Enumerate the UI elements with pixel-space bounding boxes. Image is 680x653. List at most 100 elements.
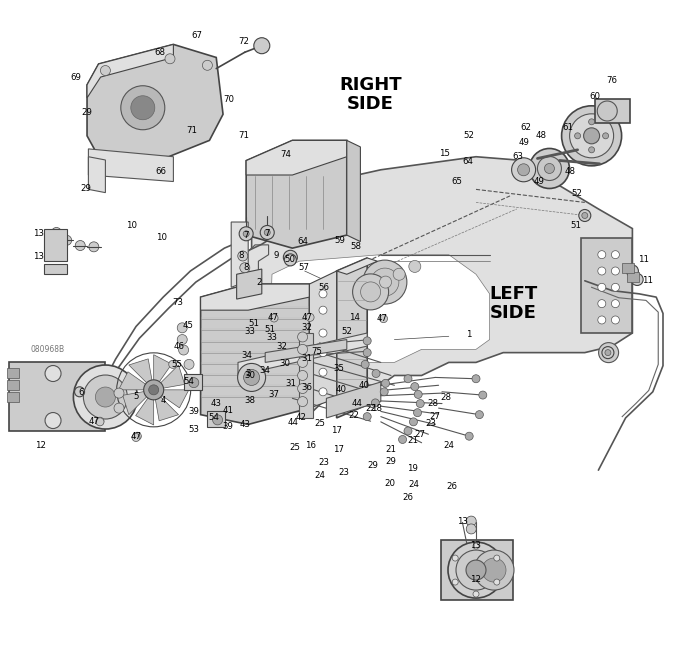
- Circle shape: [243, 231, 249, 237]
- Text: 13: 13: [33, 229, 44, 238]
- Bar: [7, 392, 19, 402]
- Circle shape: [604, 347, 613, 358]
- Polygon shape: [87, 44, 223, 157]
- Text: 47: 47: [377, 314, 388, 323]
- Text: 13: 13: [471, 541, 481, 550]
- Polygon shape: [155, 396, 179, 421]
- Circle shape: [298, 396, 307, 407]
- Circle shape: [379, 276, 392, 288]
- Text: 40: 40: [359, 381, 370, 390]
- Text: 42: 42: [296, 413, 307, 422]
- Text: 69: 69: [71, 72, 82, 82]
- Text: 17: 17: [333, 445, 344, 454]
- Polygon shape: [326, 382, 381, 418]
- Circle shape: [179, 345, 188, 355]
- Text: 23: 23: [339, 468, 350, 477]
- Text: 51: 51: [265, 325, 275, 334]
- Circle shape: [52, 227, 61, 238]
- Circle shape: [597, 101, 617, 121]
- Circle shape: [169, 360, 177, 368]
- Circle shape: [413, 409, 422, 417]
- Polygon shape: [9, 362, 105, 431]
- Circle shape: [602, 133, 609, 139]
- Text: 58: 58: [351, 242, 362, 251]
- Polygon shape: [237, 269, 262, 299]
- Circle shape: [562, 106, 622, 166]
- Text: 55: 55: [171, 360, 182, 369]
- Text: 24: 24: [443, 441, 454, 450]
- Text: 39: 39: [188, 407, 199, 416]
- Text: 41: 41: [222, 406, 233, 415]
- Circle shape: [589, 119, 594, 125]
- Text: 2: 2: [256, 278, 262, 287]
- Text: 33: 33: [267, 333, 277, 342]
- Circle shape: [319, 306, 327, 314]
- Text: 10: 10: [126, 221, 137, 230]
- Circle shape: [379, 315, 388, 323]
- Bar: [184, 374, 201, 390]
- Polygon shape: [271, 255, 490, 395]
- Text: 65: 65: [452, 177, 462, 186]
- Circle shape: [184, 359, 194, 370]
- Circle shape: [238, 251, 248, 261]
- Text: 38: 38: [244, 396, 255, 405]
- Text: 29: 29: [80, 183, 91, 193]
- Circle shape: [62, 235, 71, 246]
- Text: 44: 44: [288, 418, 299, 427]
- Circle shape: [95, 387, 116, 407]
- Text: 28: 28: [427, 399, 438, 408]
- Text: 70: 70: [224, 95, 235, 104]
- Text: 63: 63: [513, 152, 524, 161]
- Text: 49: 49: [518, 138, 529, 147]
- Text: 32: 32: [276, 342, 287, 351]
- Circle shape: [626, 265, 639, 277]
- Circle shape: [404, 427, 412, 435]
- Polygon shape: [158, 390, 189, 408]
- Bar: [595, 99, 630, 123]
- Polygon shape: [154, 355, 172, 385]
- Circle shape: [298, 383, 307, 394]
- Text: 7: 7: [243, 231, 249, 240]
- Text: 50: 50: [284, 255, 295, 264]
- Circle shape: [189, 377, 199, 388]
- Circle shape: [371, 268, 399, 296]
- Circle shape: [602, 347, 614, 358]
- Text: 34: 34: [241, 351, 252, 360]
- Circle shape: [298, 357, 307, 368]
- Text: 67: 67: [192, 31, 203, 40]
- Circle shape: [583, 128, 600, 144]
- Circle shape: [284, 250, 297, 264]
- Circle shape: [589, 147, 594, 153]
- Text: 66: 66: [155, 167, 166, 176]
- Circle shape: [96, 417, 104, 425]
- Polygon shape: [241, 157, 632, 411]
- Circle shape: [363, 337, 371, 345]
- Text: 22: 22: [366, 404, 377, 413]
- Text: 20: 20: [384, 479, 395, 488]
- Text: 14: 14: [350, 313, 360, 322]
- Circle shape: [298, 370, 307, 381]
- Circle shape: [611, 251, 619, 259]
- Text: 15: 15: [439, 149, 450, 158]
- Circle shape: [393, 268, 405, 280]
- Text: 43: 43: [211, 399, 222, 408]
- Text: 57: 57: [299, 263, 309, 272]
- Polygon shape: [347, 140, 360, 242]
- Text: 29: 29: [367, 461, 378, 470]
- Circle shape: [456, 550, 496, 590]
- Text: 40: 40: [336, 385, 347, 394]
- Text: 71: 71: [186, 126, 197, 135]
- Bar: [207, 411, 225, 427]
- Circle shape: [319, 290, 327, 298]
- Circle shape: [582, 212, 588, 219]
- Text: 52: 52: [572, 189, 583, 199]
- Text: 32: 32: [301, 323, 312, 332]
- Text: 73: 73: [173, 298, 184, 308]
- Circle shape: [575, 133, 581, 139]
- Circle shape: [416, 400, 424, 407]
- Circle shape: [414, 390, 422, 398]
- Text: 31: 31: [302, 354, 313, 363]
- Circle shape: [611, 316, 619, 324]
- Text: 13: 13: [33, 252, 44, 261]
- Circle shape: [381, 379, 390, 387]
